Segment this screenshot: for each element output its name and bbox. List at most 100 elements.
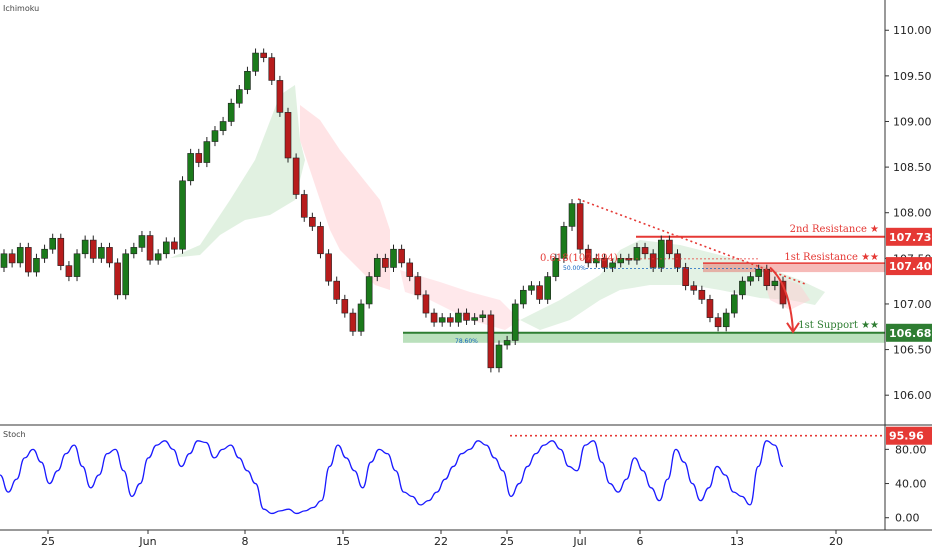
candle-body — [122, 253, 130, 296]
candle — [49, 233, 56, 254]
candle — [89, 235, 97, 263]
candle — [179, 176, 186, 254]
indicator-label-ichimoku: Ichimoku — [3, 4, 40, 13]
candle — [284, 107, 292, 163]
candle — [146, 230, 154, 265]
candle-body — [219, 121, 227, 131]
candle-body — [341, 299, 349, 314]
candle-body — [292, 157, 300, 195]
candle — [73, 249, 81, 282]
candle — [236, 84, 243, 108]
candle — [382, 253, 389, 273]
candle-body — [536, 285, 543, 300]
time-tick-label: Jun — [138, 535, 156, 548]
candle — [479, 310, 487, 323]
candle-body — [373, 258, 381, 277]
candle-body — [154, 253, 162, 261]
candle — [463, 308, 470, 325]
candle — [690, 281, 698, 295]
candle-body — [406, 262, 414, 277]
candle — [406, 258, 414, 282]
candle — [568, 199, 576, 231]
candle — [495, 340, 503, 373]
candle — [365, 272, 373, 309]
candle — [268, 53, 276, 85]
price-tick-label: 109.500 — [893, 70, 932, 83]
candle-body — [657, 239, 665, 268]
support1-badge-label: 106.684 — [889, 327, 932, 340]
candle-body — [0, 253, 8, 268]
candle — [309, 212, 316, 231]
candle-body — [609, 262, 616, 268]
candle — [25, 242, 32, 277]
resistance2-label: 2nd Resistance ★ — [790, 224, 879, 235]
candle-body — [365, 276, 373, 305]
candle-body — [268, 57, 276, 81]
resistance2-badge — [886, 227, 932, 246]
candle-body — [739, 280, 746, 296]
stoch-level-badge — [886, 426, 932, 445]
time-tick-label: 6 — [637, 535, 644, 548]
candle-body — [666, 239, 673, 255]
candle-body — [552, 258, 560, 277]
candle-body — [57, 237, 65, 266]
candle — [731, 290, 738, 318]
time-tick-label: 22 — [434, 535, 448, 548]
price-tick-label: 108.500 — [893, 161, 932, 174]
candle-body — [682, 267, 689, 287]
candle — [122, 249, 130, 300]
candle-body — [698, 289, 706, 300]
candle-body — [25, 247, 32, 273]
resistance1-badge — [886, 257, 932, 276]
candle-body — [244, 71, 251, 90]
candle-body — [317, 226, 324, 255]
candle-body — [333, 280, 340, 300]
candle — [739, 276, 746, 300]
candle-body — [463, 312, 470, 321]
candle-body — [179, 180, 186, 250]
candle — [333, 276, 340, 304]
candle — [544, 272, 551, 304]
candle — [211, 126, 219, 147]
candle — [219, 116, 227, 136]
candle-body — [495, 344, 503, 369]
candle — [471, 313, 478, 325]
candle-body — [641, 247, 649, 255]
candle — [722, 308, 730, 332]
price-tick-label: 110.000 — [893, 24, 932, 37]
candle-body — [171, 241, 178, 250]
candle — [317, 221, 324, 259]
candle — [65, 261, 73, 282]
candle — [81, 235, 89, 259]
candle-body — [576, 203, 584, 250]
candle-body — [349, 312, 357, 332]
time-tick-label: 15 — [336, 535, 350, 548]
candle — [203, 136, 211, 168]
candle-body — [714, 317, 722, 328]
candle-body — [284, 112, 292, 159]
candle-body — [227, 102, 235, 122]
candle — [649, 249, 657, 273]
time-tick-label: 25 — [500, 535, 514, 548]
candle-body — [16, 247, 24, 264]
candle — [276, 75, 284, 117]
resistance1-badge-label: 107.404 — [889, 260, 932, 273]
candle-body — [382, 258, 389, 268]
candle-body — [252, 52, 259, 72]
resistance1-zone — [703, 263, 885, 273]
candle-body — [731, 294, 738, 314]
candle — [41, 244, 48, 263]
candle-body — [325, 253, 332, 282]
candle — [106, 242, 113, 268]
candle — [98, 242, 105, 263]
candle-body — [187, 153, 194, 182]
candle — [16, 242, 24, 268]
candle — [227, 98, 235, 127]
candle-body — [487, 314, 495, 369]
candle-body — [211, 130, 219, 142]
candle-body — [300, 194, 308, 218]
candle-body — [447, 317, 454, 323]
